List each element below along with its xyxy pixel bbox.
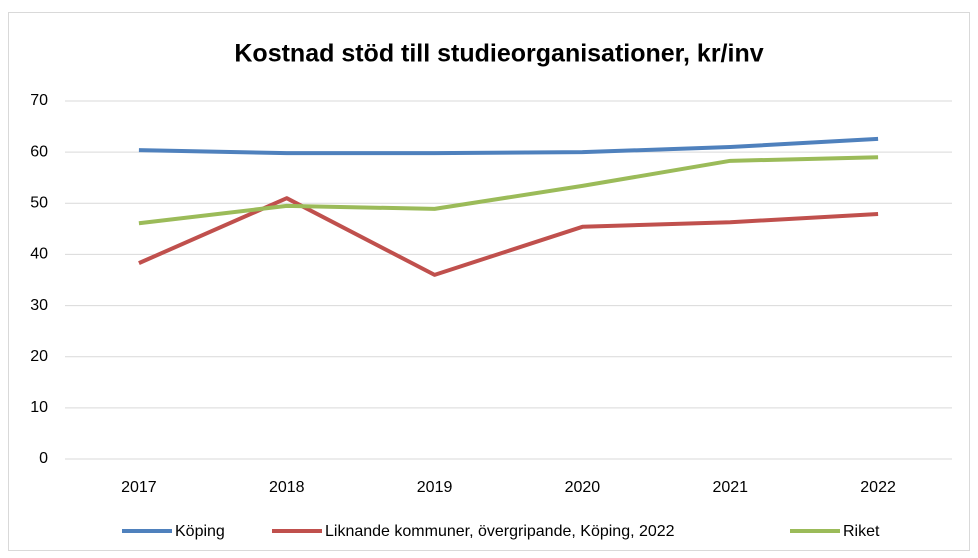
legend-label: Riket <box>843 523 880 540</box>
x-tick-label: 2021 <box>712 479 748 496</box>
x-tick-label: 2020 <box>565 479 601 496</box>
series-line <box>138 155 879 226</box>
y-tick-label: 10 <box>30 399 48 416</box>
legend-label: Liknande kommuner, övergripande, Köping,… <box>325 523 675 540</box>
chart-title: Kostnad stöd till studieorganisationer, … <box>234 40 763 68</box>
chart-border <box>8 12 970 551</box>
x-tick-label: 2018 <box>269 479 305 496</box>
series-line <box>138 136 879 156</box>
x-tick-label: 2022 <box>860 479 896 496</box>
y-tick-label: 40 <box>30 246 48 263</box>
y-tick-label: 70 <box>30 92 48 109</box>
y-tick-label: 0 <box>39 450 48 467</box>
y-tick-label: 60 <box>30 143 48 160</box>
legend-label: Köping <box>175 523 225 540</box>
x-tick-label: 2017 <box>121 479 157 496</box>
x-tick-label: 2019 <box>417 479 453 496</box>
y-tick-label: 50 <box>30 195 48 212</box>
y-tick-label: 30 <box>30 297 48 314</box>
y-tick-label: 20 <box>30 348 48 365</box>
